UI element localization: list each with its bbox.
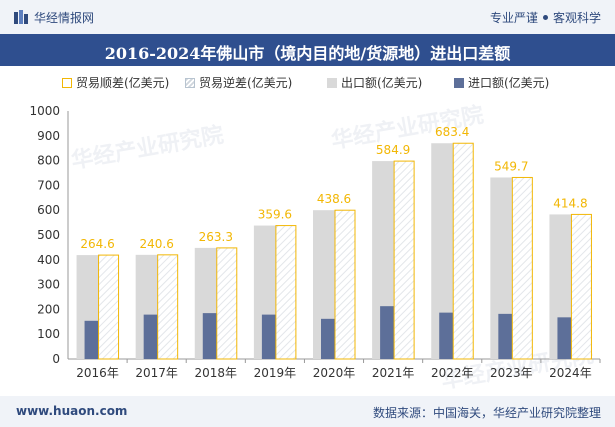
data-label: 414.8 <box>553 196 587 210</box>
title-bar: 2016-2024年佛山市（境内目的地/货源地）进出口差额 <box>0 34 615 66</box>
surplus-bar <box>452 142 474 360</box>
x-tick-label: 2022年 <box>431 366 474 380</box>
chart-area: 0 100 200 300 400 500 600 700 800 900 1000 264.6 201… <box>29 104 601 380</box>
surplus-bar <box>157 254 179 360</box>
footer-bar: www.huaon.com 数据来源：中国海关，华经产业研究院整理 <box>0 396 615 427</box>
surplus-bar <box>393 160 415 360</box>
x-tick-label: 2020年 <box>313 366 356 380</box>
y-tick-label: 500 <box>37 228 60 242</box>
data-label: 264.6 <box>80 237 114 251</box>
data-label: 549.7 <box>494 159 528 173</box>
y-tick-label: 300 <box>37 278 60 292</box>
export-bar <box>431 143 454 359</box>
separator-dot-icon <box>542 15 548 20</box>
x-tick-label: 2016年 <box>76 366 119 380</box>
surplus-bar <box>216 247 238 360</box>
top-banner: 华经情报网 专业严谨 客观科学 <box>0 0 615 34</box>
chart-title: 2016-2024年佛山市（境内目的地/货源地）进出口差额 <box>104 44 511 63</box>
y-tick-label: 400 <box>37 253 60 267</box>
data-label: 359.6 <box>258 208 292 222</box>
tagline-left: 专业严谨 <box>489 11 538 25</box>
logo-icon <box>14 10 28 24</box>
legend-swatch-export <box>327 78 337 88</box>
data-label: 584.9 <box>376 143 410 157</box>
legend-swatch-deficit <box>185 78 195 88</box>
y-tick-label: 200 <box>37 302 60 316</box>
x-tick-label: 2017年 <box>135 366 178 380</box>
x-tick-label: 2023年 <box>490 366 533 380</box>
chart-legend: 贸易顺差(亿美元) 贸易逆差(亿美元) 出口额(亿美元) 进口额(亿美元) <box>0 74 615 92</box>
legend-label-export: 出口额(亿美元) <box>341 76 423 90</box>
y-tick-label: 700 <box>37 178 60 192</box>
data-source: 数据来源：中国海关，华经产业研究院整理 <box>372 406 601 420</box>
y-tick-label: 1000 <box>29 104 60 118</box>
site-url: www.huaon.com <box>16 404 128 418</box>
legend-swatch-surplus <box>62 78 72 88</box>
data-label: 438.6 <box>317 192 351 206</box>
x-tick-label: 2024年 <box>549 366 592 380</box>
tagline-right: 客观科学 <box>552 11 601 25</box>
legend-item-deficit: 贸易逆差(亿美元) <box>185 74 292 91</box>
surplus-bar <box>570 213 592 360</box>
data-label: 263.3 <box>199 230 233 244</box>
legend-item-import: 进口额(亿美元) <box>454 74 549 91</box>
data-label: 240.6 <box>139 237 173 251</box>
surplus-bar <box>275 225 297 360</box>
brand-name: 华经情报网 <box>34 11 95 25</box>
export-bar <box>490 177 513 359</box>
legend-label-surplus: 贸易顺差(亿美元) <box>76 76 170 90</box>
legend-label-import: 进口额(亿美元) <box>468 76 550 90</box>
x-tick-label: 2021年 <box>372 366 415 380</box>
legend-item-export: 出口额(亿美元) <box>327 74 422 91</box>
data-label: 683.4 <box>435 125 469 139</box>
tagline: 专业严谨 客观科学 <box>490 9 601 26</box>
legend-item-surplus: 贸易顺差(亿美元) <box>62 74 169 91</box>
y-tick-label: 800 <box>37 154 60 168</box>
surplus-bar <box>511 176 533 360</box>
y-tick-label: 0 <box>52 352 60 366</box>
y-tick-label: 900 <box>37 129 60 143</box>
x-tick-label: 2019年 <box>254 366 297 380</box>
y-tick-label: 100 <box>37 327 60 341</box>
y-tick-label: 600 <box>37 203 60 217</box>
surplus-bar <box>334 209 356 360</box>
surplus-bar <box>98 254 120 360</box>
x-tick-label: 2018年 <box>195 366 238 380</box>
legend-swatch-import <box>454 78 464 88</box>
legend-label-deficit: 贸易逆差(亿美元) <box>199 76 293 90</box>
